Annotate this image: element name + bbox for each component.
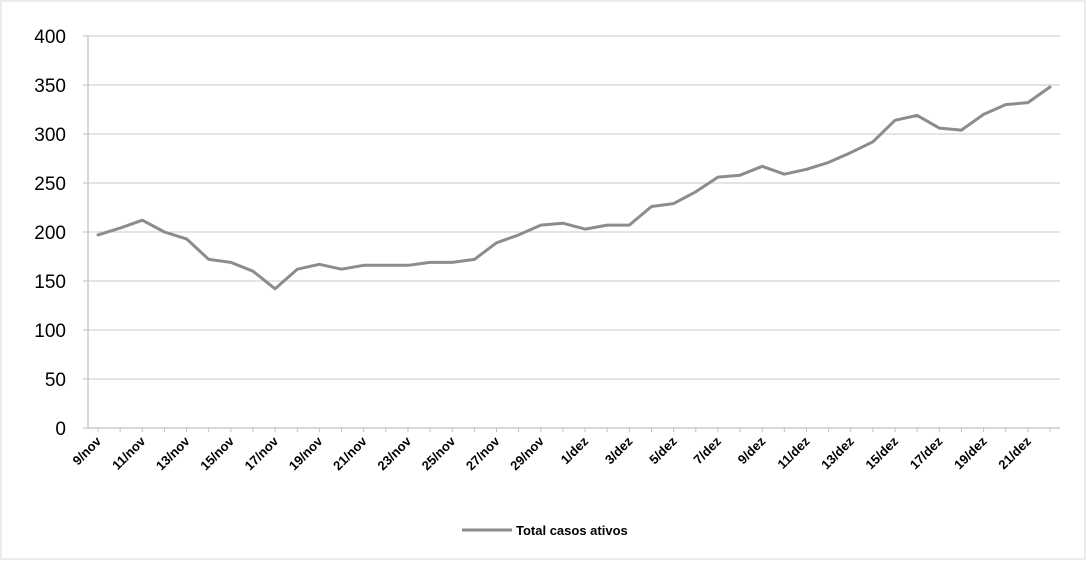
gridlines (88, 35, 1060, 380)
y-tick-label: 200 (34, 223, 66, 244)
y-tick-label: 250 (34, 174, 66, 195)
y-tick-label: 300 (34, 125, 66, 146)
legend-label: Total casos ativos (516, 523, 628, 538)
y-tick-label: 100 (34, 321, 66, 342)
axes (83, 35, 1060, 432)
legend: Total casos ativos (462, 523, 628, 538)
y-tick-label: 350 (34, 76, 66, 97)
series-line-0 (96, 85, 1052, 291)
y-axis-tick-labels: 0 50 100 150 200 250 300 350 400 (34, 27, 66, 440)
series-layer (96, 85, 1052, 291)
y-tick-label: 50 (45, 370, 66, 391)
y-tick-label: 150 (34, 272, 66, 293)
y-tick-label: 0 (55, 419, 66, 440)
y-tick-label: 400 (34, 27, 66, 48)
